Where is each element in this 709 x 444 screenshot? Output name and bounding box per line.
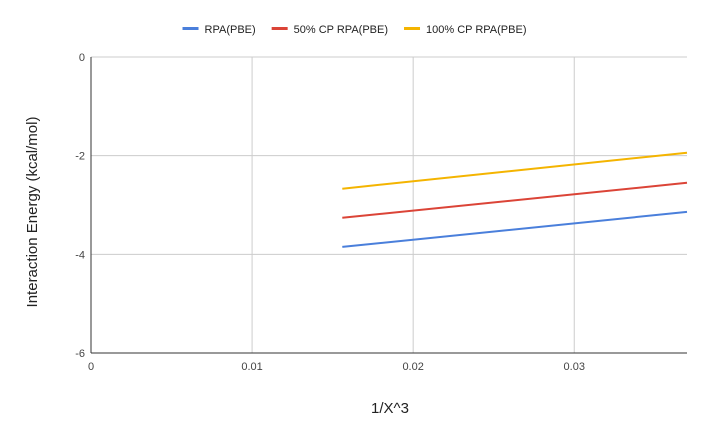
- y-tick-label: -6: [75, 348, 85, 360]
- x-tick-label: 0.03: [564, 361, 585, 373]
- y-tick-label: 0: [79, 52, 85, 64]
- x-tick-label: 0: [88, 361, 94, 373]
- series-line: [342, 181, 688, 219]
- legend-label: 100% CP RPA(PBE): [426, 24, 526, 36]
- series-line: [342, 210, 688, 248]
- y-tick-label: -2: [75, 151, 85, 163]
- legend: RPA(PBE) 50% CP RPA(PBE) 100% CP RPA(PBE): [182, 24, 526, 36]
- grid: [91, 56, 687, 354]
- series-line: [342, 151, 688, 190]
- legend-label: 50% CP RPA(PBE): [294, 24, 388, 36]
- x-tick-label: 0.02: [402, 361, 423, 373]
- y-tick-label: -4: [75, 249, 85, 261]
- y-axis-title: Interaction Energy (kcal/mol): [24, 117, 41, 308]
- legend-swatch: [404, 27, 421, 30]
- x-tick-label: 0.01: [241, 361, 262, 373]
- legend-label: RPA(PBE): [205, 24, 256, 36]
- x-axis-title: 1/X^3: [371, 400, 409, 417]
- series: [342, 151, 688, 248]
- axes: 0-2-4-60 0.01 0.02 0.03: [75, 52, 687, 373]
- legend-swatch: [182, 27, 199, 30]
- legend-swatch: [271, 27, 288, 30]
